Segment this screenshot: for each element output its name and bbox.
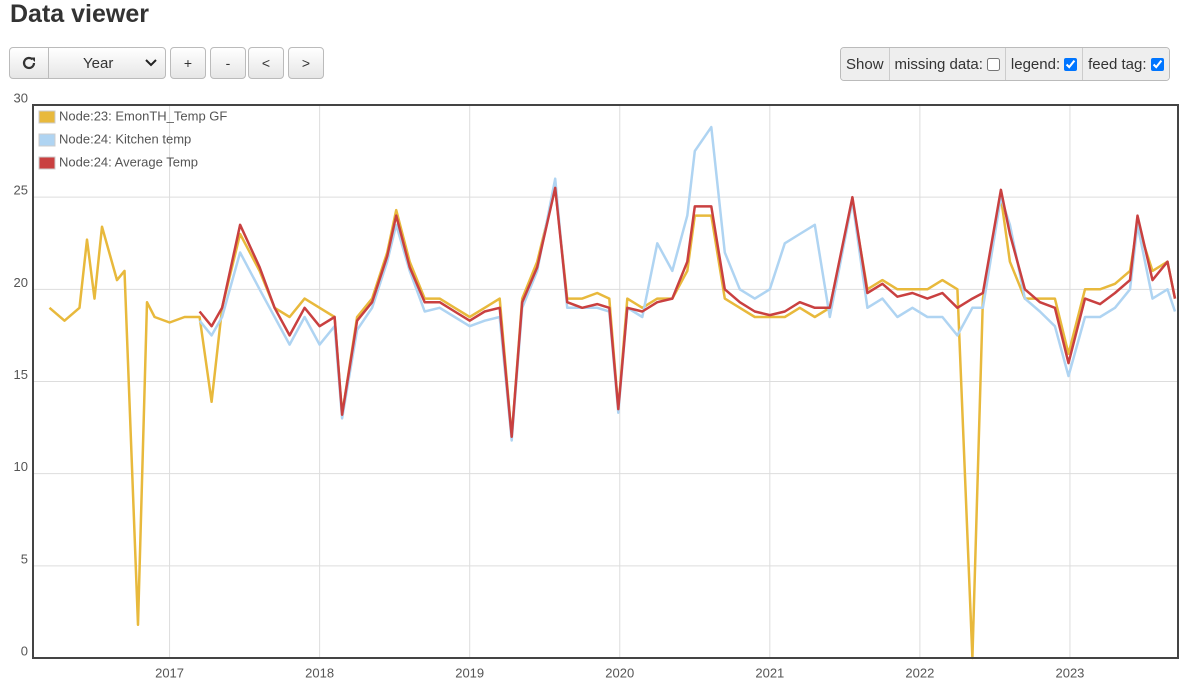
legend-swatch xyxy=(38,156,56,170)
period-select[interactable]: Year xyxy=(48,47,166,79)
legend-swatch xyxy=(38,133,56,147)
option: legend: xyxy=(1004,48,1083,80)
option: feed tag: xyxy=(1082,48,1169,80)
legend-swatch xyxy=(38,110,56,124)
dropdown-arrow xyxy=(145,59,157,67)
y-tick-label: 5 xyxy=(21,551,28,566)
nav-button[interactable]: + xyxy=(170,47,206,79)
legend-label: Node:23: EmonTH_Temp GF xyxy=(59,108,227,123)
refresh-button[interactable] xyxy=(9,47,49,79)
x-tick-label: 2022 xyxy=(905,665,934,680)
refresh-icon xyxy=(22,56,36,70)
option-checkbox[interactable] xyxy=(1064,57,1078,71)
x-tick-label: 2019 xyxy=(455,665,484,680)
x-tick-label: 2017 xyxy=(155,665,184,680)
y-tick-label: 30 xyxy=(14,90,28,105)
show-label: Show xyxy=(841,48,889,80)
nav-button[interactable]: - xyxy=(210,47,246,79)
option-checkbox[interactable] xyxy=(1150,57,1164,71)
option-label: legend: xyxy=(1010,55,1061,73)
x-tick-label: 2021 xyxy=(755,665,784,680)
y-tick-label: 20 xyxy=(14,275,28,290)
option-label: feed tag: xyxy=(1088,55,1147,73)
x-tick-label: 2020 xyxy=(605,665,634,680)
plot-border xyxy=(32,104,1179,659)
y-tick-label: 0 xyxy=(21,643,28,658)
series-line xyxy=(198,125,1177,442)
option-checkbox[interactable] xyxy=(986,57,1000,71)
legend-label: Node:24: Average Temp xyxy=(59,154,198,169)
option-label: missing data: xyxy=(894,55,983,73)
y-tick-label: 25 xyxy=(14,183,28,198)
legend-label: Node:24: Kitchen temp xyxy=(59,131,191,146)
y-tick-label: 10 xyxy=(14,459,28,474)
y-tick-label: 15 xyxy=(14,367,28,382)
nav-button[interactable]: > xyxy=(288,47,324,79)
option: missing data: xyxy=(888,48,1005,80)
show-options: Show missing data: legend: feed tag: xyxy=(840,47,1170,81)
nav-button[interactable]: < xyxy=(248,47,284,79)
period-value: Year xyxy=(83,54,114,72)
page-title: Data viewer xyxy=(10,0,149,28)
series-line xyxy=(198,186,1177,439)
x-tick-label: 2018 xyxy=(305,665,334,680)
x-tick-label: 2023 xyxy=(1055,665,1084,680)
series-line xyxy=(48,186,1177,660)
